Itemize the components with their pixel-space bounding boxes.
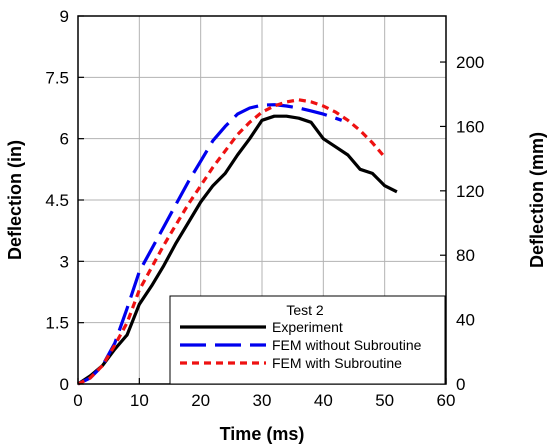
legend-label-fem-with-subroutine: FEM with Subroutine bbox=[272, 355, 402, 371]
x-tick-label: 10 bbox=[130, 391, 149, 410]
x-axis-title: Time (ms) bbox=[220, 424, 305, 444]
legend-label-fem-without-subroutine: FEM without Subroutine bbox=[272, 337, 422, 353]
y-axis-title-right: Deflection (mm) bbox=[527, 132, 547, 268]
legend: Test 2 Experiment FEM without Subroutine F… bbox=[169, 295, 446, 385]
y-tick-label-left: 6 bbox=[60, 130, 69, 149]
legend-entries: Experiment FEM without Subroutine FEM with… bbox=[180, 319, 422, 371]
x-tick-label: 20 bbox=[191, 391, 210, 410]
y-tick-label-right: 0 bbox=[456, 375, 465, 394]
y-tick-label-right: 160 bbox=[456, 117, 484, 136]
y-tick-label-left: 7.5 bbox=[45, 68, 69, 87]
y-tick-label-right: 120 bbox=[456, 182, 484, 201]
y-tick-label-right: 80 bbox=[456, 246, 475, 265]
x-tick-label: 50 bbox=[375, 391, 394, 410]
y-tick-label-left: 0 bbox=[60, 375, 69, 394]
legend-title: Test 2 bbox=[286, 302, 324, 318]
y-tick-label-left: 4.5 bbox=[45, 191, 69, 210]
y-tick-label-right: 40 bbox=[456, 311, 475, 330]
series-line-fem-with-subroutine bbox=[77, 98, 386, 386]
series-lines bbox=[77, 98, 398, 386]
legend-box bbox=[169, 295, 446, 385]
y-tick-label-left: 9 bbox=[60, 7, 69, 26]
series-line-experiment bbox=[77, 114, 398, 386]
x-tick-label: 40 bbox=[314, 391, 333, 410]
legend-label-experiment: Experiment bbox=[272, 319, 343, 335]
y-tick-label-left: 3 bbox=[60, 252, 69, 271]
series-line-fem-without-subroutine bbox=[77, 103, 343, 386]
x-tick-label: 30 bbox=[253, 391, 272, 410]
x-tick-label: 0 bbox=[73, 391, 82, 410]
y-axis-title-left: Deflection (in) bbox=[5, 140, 25, 260]
x-tick-label: 60 bbox=[437, 391, 456, 410]
y-tick-label-left: 1.5 bbox=[45, 314, 69, 333]
y-tick-label-right: 200 bbox=[456, 53, 484, 72]
